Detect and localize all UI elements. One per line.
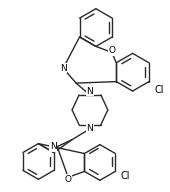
Text: O: O <box>65 175 72 184</box>
Text: Cl: Cl <box>154 84 164 94</box>
Text: O: O <box>108 46 115 55</box>
Text: N: N <box>87 124 93 133</box>
Text: N: N <box>87 87 93 96</box>
Text: Cl: Cl <box>121 171 130 181</box>
Text: N: N <box>60 64 66 73</box>
Text: N: N <box>50 142 57 151</box>
